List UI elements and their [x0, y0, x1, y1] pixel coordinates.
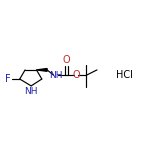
Polygon shape	[36, 69, 47, 71]
Text: NH: NH	[49, 71, 62, 80]
Text: O: O	[72, 70, 80, 80]
Text: NH: NH	[24, 87, 38, 96]
Text: F: F	[5, 74, 11, 84]
Text: O: O	[62, 55, 70, 65]
Text: HCl: HCl	[116, 70, 132, 80]
